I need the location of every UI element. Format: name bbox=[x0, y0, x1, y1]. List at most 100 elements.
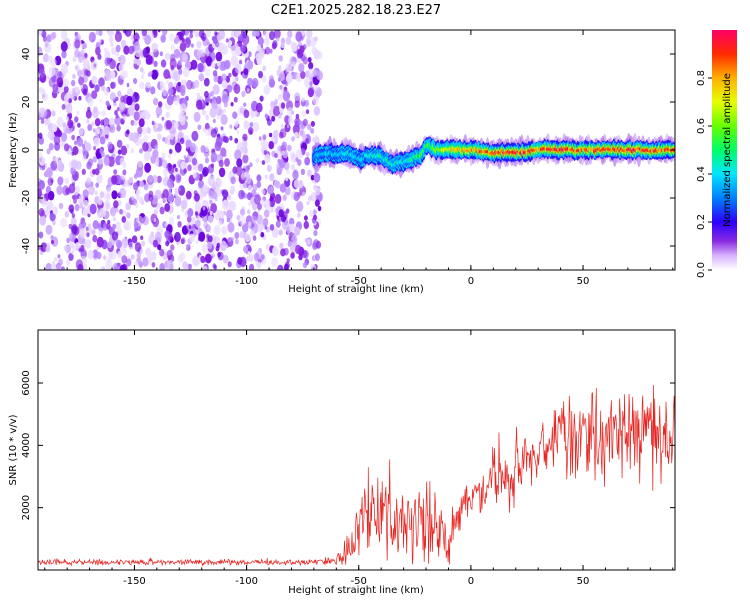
spectrogram-noise-cell bbox=[175, 167, 178, 172]
spectrogram-noise-cell bbox=[263, 30, 269, 38]
spectrogram-noise-cell bbox=[257, 203, 262, 211]
spectrogram-noise-cell bbox=[299, 153, 303, 158]
spectrogram-noise-cell bbox=[298, 62, 305, 73]
spectrogram-noise-cell bbox=[285, 73, 293, 84]
spectrogram-noise-cell bbox=[278, 77, 281, 82]
spectrogram-noise-cell bbox=[255, 157, 260, 164]
spectrogram-noise-cell bbox=[299, 180, 303, 186]
spectrogram-noise-cell bbox=[86, 96, 94, 107]
spectrogram-noise-cell bbox=[108, 117, 116, 128]
spectrogram-noise-cell bbox=[271, 42, 277, 50]
spectrogram-noise-cell bbox=[94, 84, 100, 93]
spectrogram-noise-cell bbox=[271, 257, 278, 267]
spectrogram-noise-cell bbox=[82, 88, 88, 96]
spectrogram-noise-cell bbox=[130, 254, 135, 260]
spectrogram-noise-cell bbox=[116, 124, 121, 132]
spectrogram-noise-cell bbox=[232, 77, 236, 82]
spectrogram-noise-cell bbox=[181, 53, 189, 63]
spectrogram-noise-cell bbox=[297, 212, 301, 218]
spectrogram-noise-cell bbox=[286, 258, 290, 263]
spectrogram-noise-cell bbox=[273, 102, 278, 107]
spectrogram-noise-cell bbox=[143, 183, 149, 191]
spectrogram-noise-cell bbox=[306, 201, 310, 206]
spectrogram-noise-cell bbox=[53, 135, 61, 146]
spectrogram-noise-cell bbox=[282, 75, 285, 81]
spectrogram-noise-cell bbox=[168, 216, 175, 225]
spectrogram-noise-cell bbox=[243, 109, 250, 119]
spectrogram-noise-cell bbox=[290, 41, 295, 47]
spectrogram-noise-cell bbox=[242, 147, 248, 156]
spectrogram-noise-cell bbox=[134, 202, 139, 209]
spectrogram-noise-cell bbox=[53, 257, 58, 262]
spectrogram-noise-cell bbox=[123, 222, 129, 231]
spectrogram-noise-cell bbox=[92, 220, 99, 230]
spectrogram-noise-cell bbox=[86, 232, 90, 238]
spectrogram-noise-cell bbox=[96, 251, 102, 260]
spectrogram-noise-cell bbox=[88, 185, 95, 196]
spectrogram-noise-cell bbox=[270, 100, 276, 109]
spectrogram-noise-cell bbox=[110, 41, 114, 48]
spectrogram-noise-cell bbox=[136, 189, 141, 196]
spectrogram-noise-cell bbox=[86, 119, 90, 124]
spectrogram-noise-cell bbox=[104, 133, 109, 139]
spectrogram-noise-cell bbox=[315, 240, 322, 249]
spectrogram-noise-cell bbox=[277, 145, 282, 152]
spectrogram-noise-cell bbox=[306, 239, 311, 245]
spectrogram-noise-cell bbox=[300, 71, 306, 79]
spectrogram-noise-cell bbox=[79, 228, 86, 239]
spectrogram-noise-cell bbox=[174, 188, 178, 193]
spectrogram-noise-cell bbox=[180, 238, 185, 245]
spectrogram-noise-cell bbox=[97, 197, 103, 206]
spectrogram-noise-cell bbox=[278, 65, 282, 71]
spectrogram-noise-cell bbox=[180, 199, 188, 210]
spectrogram-noise-cell bbox=[312, 96, 319, 105]
spectrogram-noise-cell bbox=[162, 198, 166, 204]
spectrogram-noise-cell bbox=[232, 111, 238, 119]
spectrogram-noise-cell bbox=[239, 256, 247, 268]
spectrogram-noise-cell bbox=[285, 176, 289, 182]
spectrogram-noise-cell bbox=[122, 169, 127, 176]
spectrogram-noise-cell bbox=[151, 262, 156, 268]
spectrogram-noise-cell bbox=[71, 134, 75, 141]
spectrogram-noise-cell bbox=[94, 118, 101, 127]
spectrogram-noise-cell bbox=[51, 236, 59, 247]
spectrogram-noise-cell bbox=[97, 53, 102, 60]
spectrogram-noise-cell bbox=[282, 150, 289, 159]
spectrogram-noise-cell bbox=[142, 47, 150, 58]
spectrogram-noise-cell bbox=[117, 90, 122, 97]
spectrogram-noise-cell bbox=[294, 99, 300, 108]
spectrogram-noise-cell bbox=[196, 49, 203, 58]
spectrogram-noise-cell bbox=[92, 234, 98, 243]
spectrogram-noise-cell bbox=[168, 148, 173, 155]
spectrogram-noise-cell bbox=[137, 126, 143, 135]
spectrogram-noise-cell bbox=[312, 264, 316, 270]
spectrogram-noise-cell bbox=[313, 106, 321, 116]
spectrogram-noise-cell bbox=[138, 118, 145, 128]
spectrogram-noise-cell bbox=[202, 265, 208, 270]
spectrogram-noise-cell bbox=[74, 64, 80, 72]
spectrogram-noise-cell bbox=[246, 176, 252, 185]
spectrogram-noise-cell bbox=[107, 241, 113, 249]
spectrogram-noise-cell bbox=[74, 86, 80, 94]
spectrogram-ytick-label: -40 bbox=[21, 238, 32, 254]
spectrogram-noise-cell bbox=[275, 180, 281, 189]
spectrogram-noise-cell bbox=[302, 191, 306, 197]
spectrogram-noise-cell bbox=[98, 223, 102, 228]
spectrogram-noise-cell bbox=[63, 143, 70, 152]
spectrogram-noise-cell bbox=[269, 132, 273, 138]
spectrogram-noise-cell bbox=[307, 169, 312, 177]
spectrogram-noise-cell bbox=[295, 31, 303, 42]
spectrogram-noise-cell bbox=[202, 184, 208, 193]
spectrogram-noise-cell bbox=[229, 124, 233, 129]
spectrogram-noise-cell bbox=[167, 87, 174, 96]
spectrogram-noise-cell bbox=[312, 69, 318, 78]
spectrogram-noise-cell bbox=[302, 262, 307, 269]
spectrogram-noise-cell bbox=[223, 152, 227, 158]
spectrogram-noise-cell bbox=[262, 140, 268, 148]
spectrogram-noise-cell bbox=[67, 119, 74, 129]
spectrogram-xtick-label: -100 bbox=[235, 276, 258, 287]
spectrogram-noise-cell bbox=[210, 152, 218, 163]
snr-plot-area bbox=[38, 330, 675, 570]
spectrogram-noise-cell bbox=[98, 39, 102, 44]
